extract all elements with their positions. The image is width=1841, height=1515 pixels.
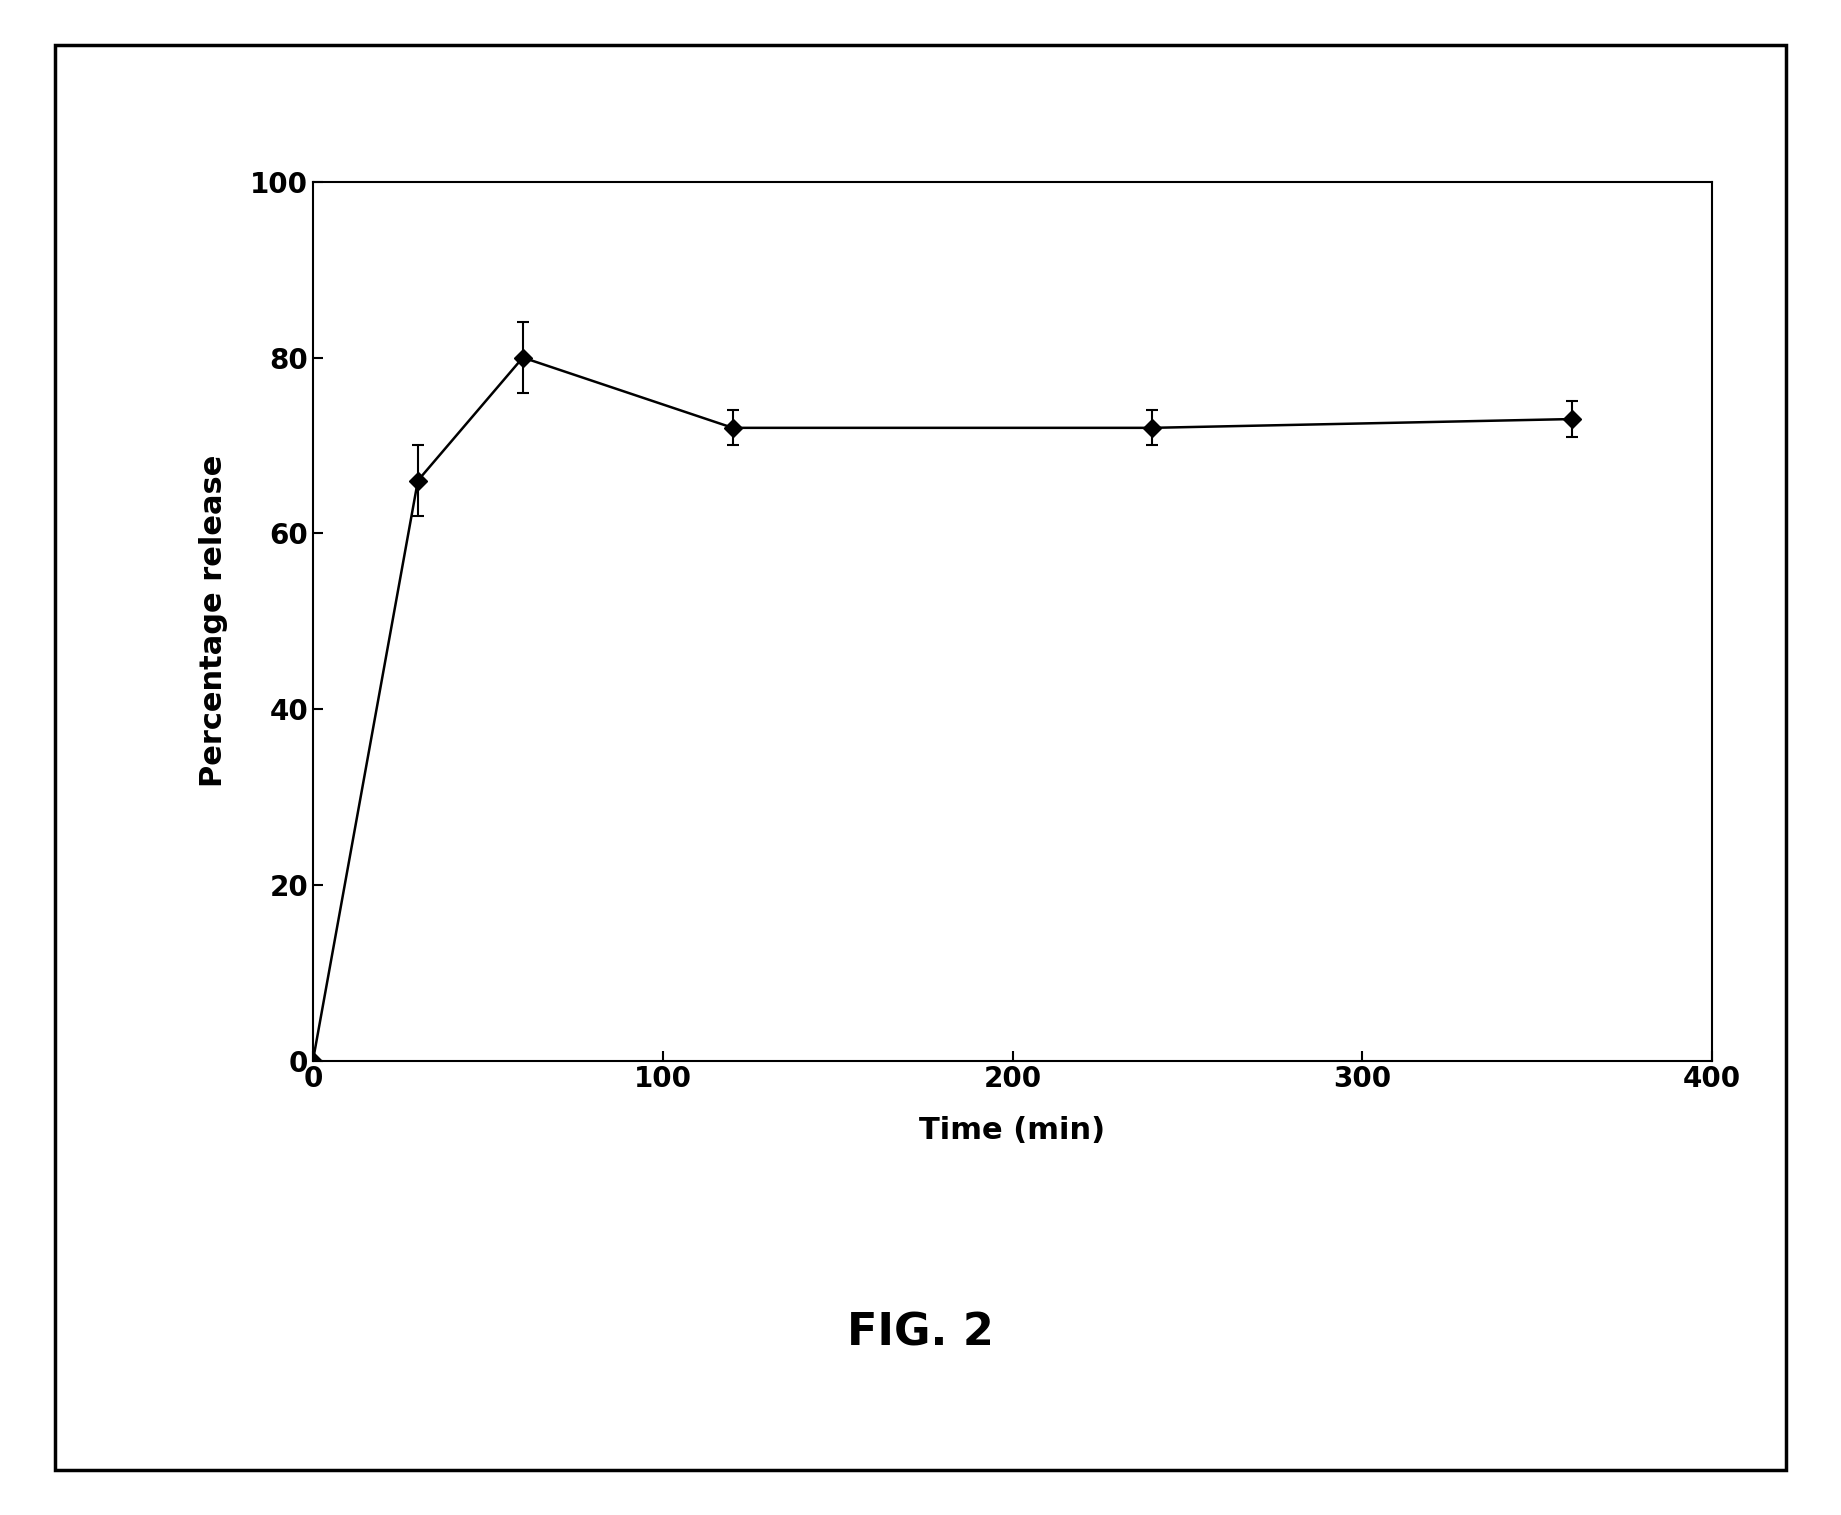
Y-axis label: Percentage release: Percentage release xyxy=(199,454,228,788)
X-axis label: Time (min): Time (min) xyxy=(919,1115,1106,1145)
Text: FIG. 2: FIG. 2 xyxy=(847,1312,994,1354)
